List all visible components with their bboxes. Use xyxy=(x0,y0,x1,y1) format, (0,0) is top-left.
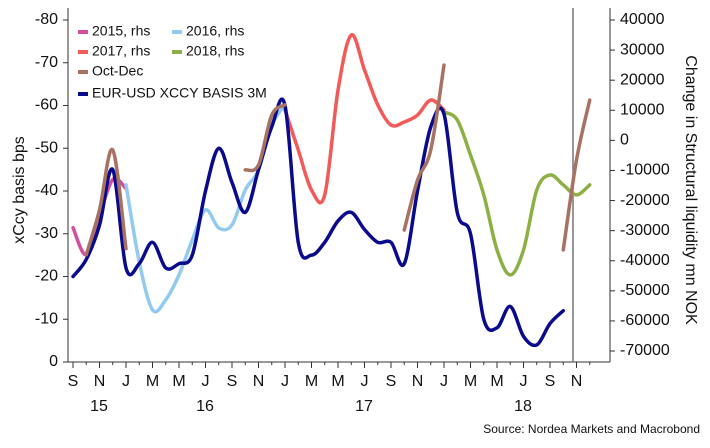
data-line xyxy=(84,63,592,257)
x-tick-label: J xyxy=(122,373,130,390)
x-tick-label: N xyxy=(253,373,265,390)
y2-tick-label: 10000 xyxy=(620,101,665,118)
data-line xyxy=(283,33,446,205)
legend-label: Oct-Dec xyxy=(92,63,143,79)
legend-label: EUR-USD XCCY BASIS 3M xyxy=(92,85,267,101)
x-tick-label: J xyxy=(440,373,448,390)
legend-label: 2015, rhs xyxy=(92,23,150,39)
data-line xyxy=(71,97,565,348)
data-line xyxy=(124,103,287,314)
x-tick-label: S xyxy=(68,373,79,390)
year-label: 17 xyxy=(355,398,373,415)
y-tick-label: -40 xyxy=(35,182,58,199)
year-label: 16 xyxy=(196,398,214,415)
x-tick-label: M xyxy=(305,373,318,390)
y2-tick-label: 20000 xyxy=(620,71,665,88)
y2-tick-label: 0 xyxy=(620,132,629,149)
legend-label: 2018, rhs xyxy=(186,43,244,59)
x-tick-label: J xyxy=(520,373,528,390)
x-tick-label: J xyxy=(202,373,210,390)
y2-tick-label: -60000 xyxy=(620,312,670,329)
y2-tick-label: -10000 xyxy=(620,162,670,179)
year-label: 15 xyxy=(90,398,108,415)
y2-tick-label: -70000 xyxy=(620,342,670,359)
x-tick-label: M xyxy=(172,373,185,390)
y-tick-label: -20 xyxy=(35,268,58,285)
year-label: 18 xyxy=(514,398,532,415)
y2-axis-title: Change in Structural liquidity mn NOK xyxy=(682,55,699,325)
x-tick-label: M xyxy=(490,373,503,390)
y2-tick-label: -40000 xyxy=(620,252,670,269)
x-tick-label: S xyxy=(386,373,397,390)
x-tick-label: M xyxy=(464,373,477,390)
data-line xyxy=(442,110,592,277)
y2-tick-label: 40000 xyxy=(620,11,665,28)
y2-tick-label: -50000 xyxy=(620,282,670,299)
y-axis-title: xCcy basis bps xyxy=(11,136,28,244)
x-tick-label: S xyxy=(545,373,556,390)
y-tick-label: 0 xyxy=(49,353,58,370)
source-note: Source: Nordea Markets and Macrobond xyxy=(483,422,700,436)
x-tick-label: M xyxy=(331,373,344,390)
y-tick-label: -80 xyxy=(35,11,58,28)
x-tick-label: N xyxy=(94,373,106,390)
y2-tick-label: -30000 xyxy=(620,222,670,239)
x-tick-label: N xyxy=(412,373,424,390)
x-tick-label: J xyxy=(361,373,369,390)
y-tick-label: -10 xyxy=(35,310,58,327)
y-tick-label: -60 xyxy=(35,97,58,114)
legend-label: 2016, rhs xyxy=(186,23,244,39)
y-tick-label: -50 xyxy=(35,139,58,156)
y2-tick-label: -20000 xyxy=(620,192,670,209)
y2-tick-label: 30000 xyxy=(620,41,665,58)
x-tick-label: J xyxy=(281,373,289,390)
x-tick-label: S xyxy=(227,373,238,390)
y-tick-label: -70 xyxy=(35,54,58,71)
x-tick-label: N xyxy=(571,373,583,390)
y-tick-label: -30 xyxy=(35,225,58,242)
legend-label: 2017, rhs xyxy=(92,43,150,59)
x-tick-label: M xyxy=(146,373,159,390)
